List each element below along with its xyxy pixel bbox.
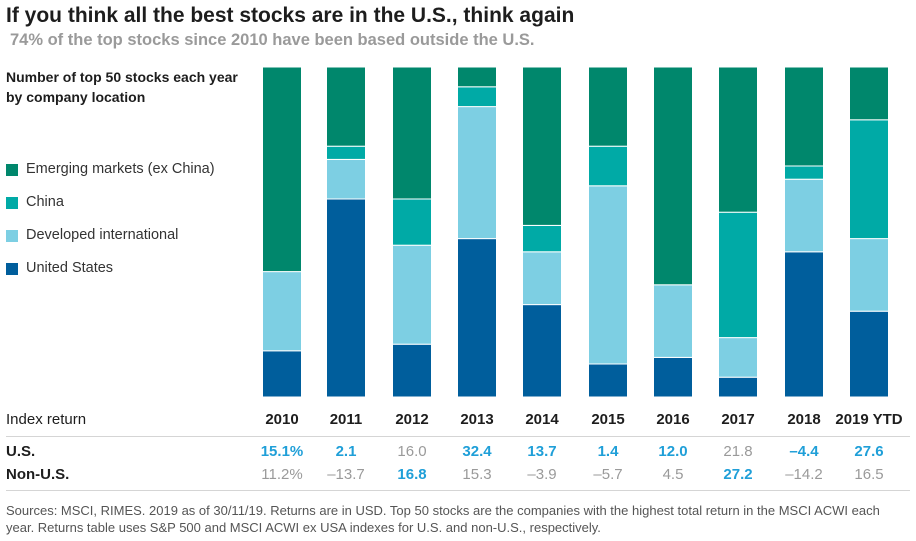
- bar-segment-united-states-2015: [588, 363, 628, 398]
- us-return-cell: 21.8: [723, 443, 753, 460]
- bar-segment-emerging-markets-ex-china--2016: [653, 66, 693, 286]
- legend-swatch-china: [6, 197, 18, 209]
- bar-segment-emerging-markets-ex-china--2015: [588, 66, 628, 147]
- source-divider: [6, 490, 910, 491]
- x-tick-label: 2014: [525, 411, 559, 428]
- bar-segment-developed-international-2016: [653, 284, 693, 358]
- legend-swatch-united-states: [6, 263, 18, 275]
- us-return-cell: 2.1: [335, 443, 357, 460]
- nonus-row-label: Non-U.S.: [6, 466, 70, 483]
- us-return-cell: –4.4: [789, 443, 819, 460]
- bar-segment-developed-international-2017: [718, 337, 758, 378]
- legend-label: Developed international: [26, 227, 179, 243]
- us-row-label: U.S.: [6, 443, 36, 460]
- bar-segment-developed-international-2011: [326, 158, 366, 200]
- x-tick-label: 2015: [591, 411, 625, 428]
- bar-segment-united-states-2013: [457, 238, 497, 398]
- us-return-cell: 1.4: [597, 443, 619, 460]
- bar-segment-china-2015: [588, 145, 628, 187]
- bar-segment-china-2019-ytd: [849, 119, 889, 240]
- bar-segment-china-2017: [718, 211, 758, 339]
- bar-segment-emerging-markets-ex-china--2011: [326, 66, 366, 147]
- bar-segment-developed-international-2015: [588, 185, 628, 365]
- bar-segment-china-2018: [784, 165, 824, 180]
- x-tick-label: 2011: [329, 411, 363, 428]
- bar-segment-emerging-markets-ex-china--2012: [392, 66, 432, 200]
- x-tick-label: 2010: [265, 411, 299, 428]
- bar-segment-united-states-2011: [326, 198, 366, 398]
- x-tick-label: 2012: [395, 411, 429, 428]
- nonus-return-cell: –3.9: [527, 466, 557, 483]
- legend-label: Emerging markets (ex China): [26, 161, 215, 177]
- x-tick-label: 2013: [460, 411, 494, 428]
- source-note: Sources: MSCI, RIMES. 2019 as of 30/11/1…: [6, 503, 880, 535]
- legend-swatch-emerging-markets: [6, 164, 18, 176]
- legend-swatch-developed-international: [6, 230, 18, 242]
- index-return-label: Index return: [6, 411, 87, 428]
- bar-segment-united-states-2014: [522, 304, 562, 398]
- bar-segment-emerging-markets-ex-china--2017: [718, 66, 758, 213]
- bar-segment-united-states-2010: [262, 350, 302, 398]
- bar-segment-united-states-2017: [718, 376, 758, 398]
- nonus-return-cell: 16.8: [397, 466, 427, 483]
- bar-segment-united-states-2012: [392, 343, 432, 398]
- nonus-return-cell: –5.7: [593, 466, 623, 483]
- stacked-bar-chart: [262, 66, 889, 398]
- legend-label: United States: [26, 260, 114, 276]
- bar-segment-united-states-2016: [653, 356, 693, 398]
- bar-segment-developed-international-2013: [457, 106, 497, 240]
- bar-segment-emerging-markets-ex-china--2013: [457, 66, 497, 88]
- nonus-return-cell: 27.2: [723, 466, 753, 483]
- legend-title: Number of top 50 stocks each year by com…: [6, 69, 238, 105]
- us-return-cell: 13.7: [527, 443, 557, 460]
- nonus-return-cell: 15.3: [462, 466, 492, 483]
- x-tick-label: 2019 YTD: [835, 411, 903, 428]
- us-return-cell: 15.1%: [260, 443, 304, 460]
- nonus-return-cell: 11.2%: [261, 466, 303, 483]
- bar-segment-developed-international-2014: [522, 251, 562, 306]
- bar-segment-united-states-2018: [784, 251, 824, 398]
- bar-segment-developed-international-2012: [392, 244, 432, 345]
- x-tick-label: 2017: [721, 411, 755, 428]
- table-divider: [6, 436, 910, 437]
- us-return-cell: 27.6: [854, 443, 884, 460]
- bar-segment-emerging-markets-ex-china--2019-ytd: [849, 66, 889, 121]
- bar-segment-china-2012: [392, 198, 432, 246]
- bar-segment-emerging-markets-ex-china--2018: [784, 66, 824, 167]
- bar-segment-developed-international-2019-ytd: [849, 238, 889, 312]
- bar-segment-china-2013: [457, 86, 497, 108]
- bar-segment-china-2014: [522, 224, 562, 253]
- legend-label: China: [26, 194, 64, 210]
- chart-subtitle: 74% of the top stocks since 2010 have be…: [10, 31, 535, 49]
- bar-segment-emerging-markets-ex-china--2010: [262, 66, 302, 273]
- us-return-cell: 32.4: [462, 443, 492, 460]
- chart-title: If you think all the best stocks are in …: [6, 4, 575, 27]
- nonus-return-cell: –14.2: [785, 466, 823, 483]
- us-return-cell: 12.0: [658, 443, 688, 460]
- bar-segment-emerging-markets-ex-china--2014: [522, 66, 562, 226]
- bar-segment-china-2011: [326, 145, 366, 160]
- x-tick-label: 2018: [787, 411, 821, 428]
- nonus-return-cell: 4.5: [662, 466, 684, 483]
- x-tick-label: 2016: [656, 411, 690, 428]
- nonus-return-cell: 16.5: [854, 466, 884, 483]
- us-return-cell: 16.0: [397, 443, 427, 460]
- bar-segment-developed-international-2018: [784, 178, 824, 253]
- nonus-return-cell: –13.7: [327, 466, 365, 483]
- bar-segment-united-states-2019-ytd: [849, 310, 889, 398]
- bar-segment-developed-international-2010: [262, 271, 302, 352]
